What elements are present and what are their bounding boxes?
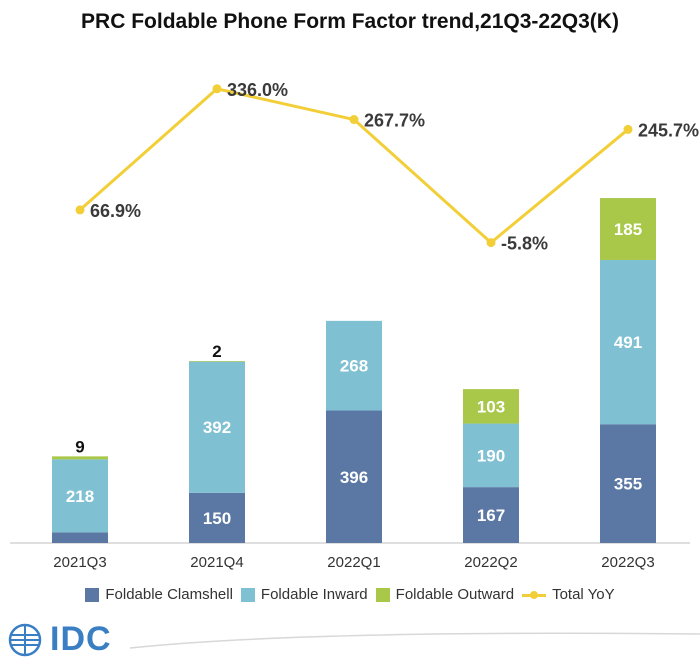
bar-data-label: 167 — [477, 506, 505, 525]
bar-segment — [600, 259, 656, 425]
idc-logo-text: IDC — [50, 620, 112, 658]
yoy-data-label: -5.8% — [501, 234, 548, 254]
yoy-data-label: 267.7% — [364, 111, 425, 131]
chart-title: PRC Foldable Phone Form Factor trend,21Q… — [81, 10, 619, 33]
x-tick-label: 2021Q4 — [190, 554, 243, 571]
chart-legend: Foldable Clamshell Foldable Inward Folda… — [0, 586, 700, 603]
bar-segment — [189, 492, 245, 543]
bar-data-label: 150 — [203, 509, 231, 528]
idc-logo: IDC — [8, 620, 112, 659]
bar-data-label: 491 — [614, 333, 642, 352]
legend-swatch-clamshell — [85, 587, 100, 602]
x-tick-label: 2022Q3 — [601, 554, 654, 571]
yoy-point — [486, 238, 496, 248]
legend-item-inward: Foldable Inward — [240, 586, 368, 603]
bar-segment — [52, 456, 108, 460]
bar-data-label: 355 — [614, 475, 642, 494]
x-tick-label: 2021Q3 — [53, 554, 106, 571]
legend-swatch-inward — [240, 587, 255, 602]
bar-data-label: 392 — [203, 418, 231, 437]
x-tick-label: 2022Q1 — [327, 554, 380, 571]
footer-divider-curve — [129, 632, 700, 649]
globe-icon — [8, 623, 42, 656]
yoy-data-label: 245.7% — [638, 120, 699, 140]
yoy-point — [75, 205, 85, 215]
legend-item-clamshell: Foldable Clamshell — [85, 586, 233, 603]
legend-label-clamshell: Foldable Clamshell — [105, 586, 233, 603]
x-tick-label: 2022Q2 — [464, 554, 517, 571]
bar-data-label: 2 — [212, 342, 221, 361]
yoy-point — [623, 124, 633, 134]
bar-segment — [52, 459, 108, 533]
bar-segment — [189, 361, 245, 493]
bar-data-label: 103 — [477, 397, 505, 416]
bar-data-label: 190 — [477, 446, 505, 465]
legend-label-outward: Foldable Outward — [395, 586, 515, 603]
yoy-point — [212, 84, 222, 94]
bar-segment — [463, 389, 519, 424]
legend-line-marker-yoy — [522, 588, 547, 602]
legend-label-inward: Foldable Inward — [260, 586, 368, 603]
bar-data-label: 9 — [75, 437, 84, 456]
bar-data-label: 396 — [340, 468, 368, 487]
bar-data-label: 268 — [340, 357, 368, 376]
bar-segment — [326, 410, 382, 543]
yoy-data-label: 66.9% — [90, 201, 141, 221]
legend-swatch-outward — [375, 587, 390, 602]
legend-label-yoy: Total YoY — [552, 586, 615, 603]
bar-segment — [600, 198, 656, 260]
yoy-point — [349, 115, 359, 125]
bar-segment — [189, 361, 245, 362]
yoy-line — [79, 87, 629, 245]
chart-plot: 218 9 2021Q3 150 392 2 2021Q4 396 268 2022Q1 167 19… — [10, 80, 699, 571]
bar-segment — [463, 487, 519, 543]
bar-segment — [52, 532, 108, 543]
yoy-data-label: 336.0% — [227, 80, 288, 100]
legend-item-yoy: Total YoY — [522, 586, 615, 603]
bar-segment — [326, 320, 382, 411]
bar-segment — [463, 423, 519, 488]
bar-data-label: 218 — [66, 487, 94, 506]
legend-item-outward: Foldable Outward — [375, 586, 515, 603]
bar-segment — [600, 424, 656, 543]
bar-data-label: 185 — [614, 220, 642, 239]
